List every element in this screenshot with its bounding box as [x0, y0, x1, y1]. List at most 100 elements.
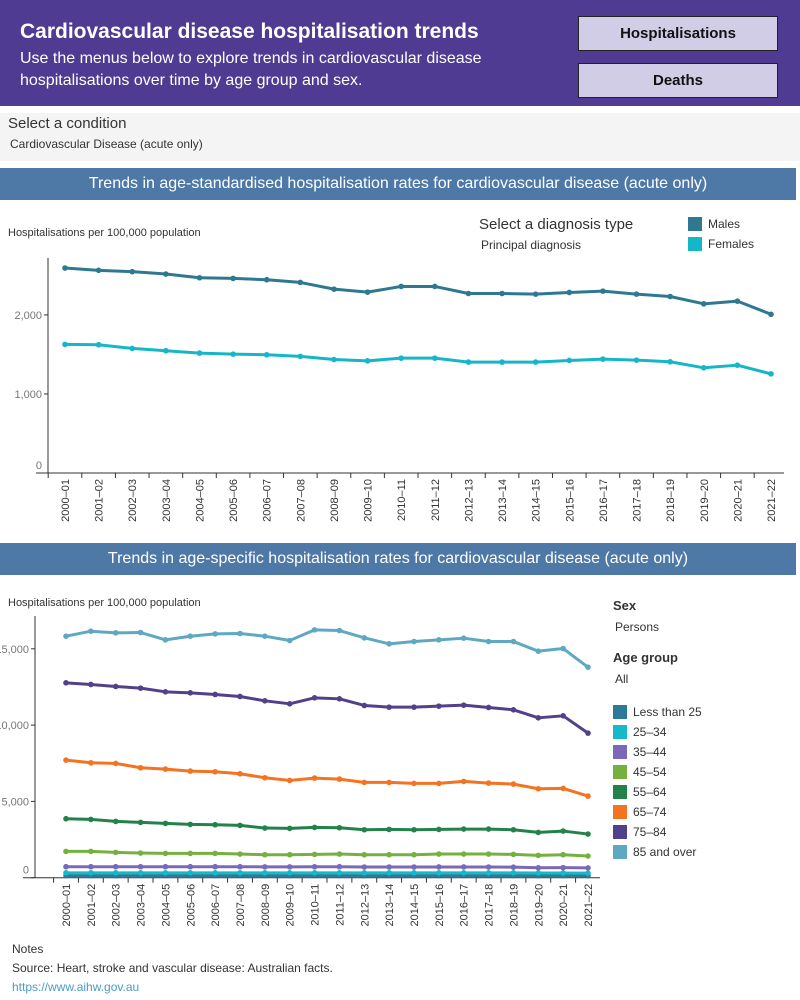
data-point: [286, 701, 293, 707]
data-point: [137, 629, 144, 636]
legend-swatch: [613, 785, 627, 799]
data-point: [560, 864, 566, 871]
y-tick-label: 2,000: [14, 310, 42, 322]
data-point: [237, 851, 243, 857]
data-point: [137, 764, 144, 771]
data-point: [460, 826, 467, 832]
series-line-females: [64, 342, 772, 376]
data-point: [336, 870, 343, 876]
data-point: [163, 271, 169, 277]
data-point: [63, 870, 69, 876]
legend-label: 35–44: [633, 745, 667, 759]
data-point: [63, 815, 69, 822]
x-tick-label: 2008–09: [329, 479, 341, 522]
data-point: [331, 356, 337, 363]
sex-select[interactable]: Persons: [615, 620, 660, 634]
data-point: [460, 870, 467, 876]
data-point: [137, 863, 144, 870]
deaths-button[interactable]: Deaths: [578, 63, 778, 98]
legend-swatch: [688, 237, 702, 251]
legend-item-45-54[interactable]: 45–54: [613, 765, 666, 779]
legend-item-females[interactable]: Females: [688, 237, 754, 251]
legend-swatch: [613, 805, 627, 819]
data-point: [436, 780, 442, 787]
data-point: [535, 715, 542, 721]
data-point: [62, 265, 68, 271]
x-tick-label: 2014–15: [409, 884, 421, 927]
x-tick-label: 2009–10: [285, 884, 297, 927]
data-point: [112, 760, 119, 767]
data-point: [187, 870, 194, 876]
legend-label: Males: [708, 217, 741, 231]
legend-item-85-and-over[interactable]: 85 and over: [613, 845, 696, 859]
data-point: [311, 851, 318, 858]
hospitalisations-button[interactable]: Hospitalisations: [578, 16, 778, 51]
data-point: [361, 635, 368, 641]
condition-select[interactable]: Cardiovascular Disease (acute only): [10, 137, 203, 151]
data-point: [436, 826, 442, 833]
y-tick-label: 10,000: [0, 720, 29, 732]
legend-item-less-than-25[interactable]: Less than 25: [613, 705, 702, 719]
age-group-select[interactable]: All: [615, 672, 629, 686]
data-point: [237, 870, 243, 876]
data-point: [734, 362, 741, 368]
data-point: [63, 680, 69, 686]
data-point: [88, 848, 94, 855]
data-point: [95, 267, 102, 274]
series-line-75-84: [65, 681, 589, 735]
legend-item-males[interactable]: Males: [688, 217, 740, 231]
data-point: [436, 870, 442, 876]
legend-item-75-84[interactable]: 75–84: [613, 825, 666, 839]
x-tick-label: 2001–02: [86, 884, 98, 927]
data-point: [460, 778, 467, 785]
condition-filter[interactable]: [0, 113, 800, 161]
data-point: [411, 826, 417, 833]
data-point: [386, 704, 392, 710]
x-tick-label: 2003–04: [136, 884, 148, 927]
legend-item-65-74[interactable]: 65–74: [613, 805, 666, 819]
data-point: [262, 774, 268, 781]
data-point: [700, 301, 707, 307]
data-point: [411, 864, 417, 870]
x-tick-label: 2017–18: [632, 479, 644, 522]
series-line-males: [64, 266, 772, 316]
x-tick-label: 2001–02: [94, 479, 106, 522]
data-point: [432, 283, 438, 290]
x-tick-label: 2015–16: [564, 479, 576, 522]
data-point: [237, 630, 243, 637]
x-tick-label: 2014–15: [531, 479, 543, 522]
data-point: [386, 641, 392, 647]
data-point: [560, 713, 566, 719]
data-point: [361, 851, 368, 858]
legend-item-35-44[interactable]: 35–44: [613, 745, 666, 759]
data-point: [162, 850, 169, 857]
legend-item-25-34[interactable]: 25–34: [613, 725, 666, 739]
data-point: [137, 685, 144, 691]
source-link[interactable]: https://www.aihw.gov.au: [12, 980, 140, 994]
series-line-45-54: [66, 849, 589, 858]
data-point: [196, 274, 203, 281]
data-point: [88, 816, 94, 823]
x-tick-label: 2004–05: [194, 479, 206, 522]
data-point: [436, 864, 442, 870]
data-point: [212, 850, 218, 857]
data-point: [311, 870, 318, 876]
data-point: [364, 289, 371, 295]
data-point: [465, 359, 472, 365]
data-point: [485, 638, 492, 645]
x-tick-label: 2007–08: [295, 479, 307, 522]
diagnosis-type-select[interactable]: Principal diagnosis: [481, 238, 582, 252]
x-tick-label: 2015–16: [434, 884, 446, 927]
data-point: [63, 633, 69, 640]
data-point: [361, 864, 368, 870]
data-point: [510, 707, 517, 713]
series-line-65-74: [65, 758, 589, 798]
x-tick-label: 2021–22: [766, 479, 778, 522]
data-point: [262, 870, 268, 876]
data-point: [286, 870, 293, 876]
data-point: [263, 276, 270, 283]
data-point: [187, 768, 194, 774]
y-tick-label: 15,000: [0, 644, 29, 656]
legend-item-55-64[interactable]: 55–64: [613, 785, 666, 799]
